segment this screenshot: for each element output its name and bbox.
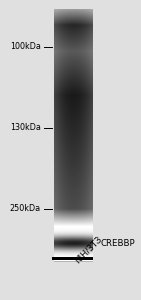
Bar — [52, 256, 93, 260]
Bar — [54, 9, 92, 261]
Text: NIH/3T3: NIH/3T3 — [73, 235, 104, 266]
Text: 130kDa: 130kDa — [10, 123, 41, 132]
Text: 100kDa: 100kDa — [10, 42, 41, 51]
Text: 250kDa: 250kDa — [10, 204, 41, 213]
Text: CREBBP: CREBBP — [101, 238, 136, 247]
